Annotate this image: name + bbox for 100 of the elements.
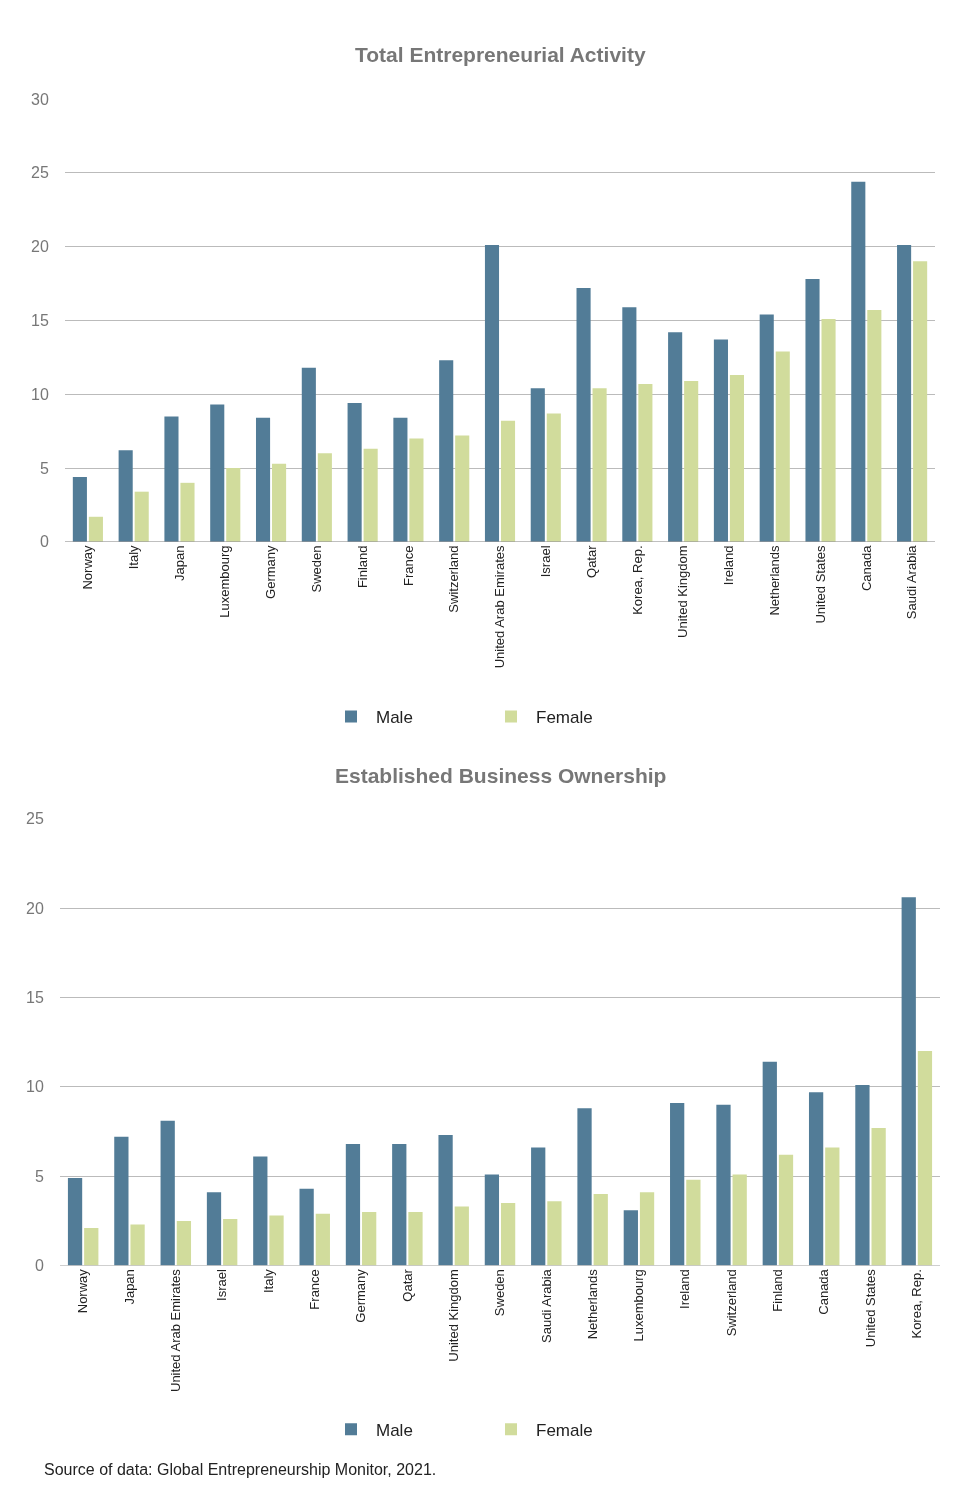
x-tick-label: Italy xyxy=(125,544,141,570)
bar xyxy=(917,1051,933,1266)
bar xyxy=(160,1120,175,1266)
bar xyxy=(546,413,561,542)
x-tick-label: Switzerland xyxy=(723,1269,739,1337)
bar xyxy=(713,339,728,542)
x-tick-label: Saudi Arabia xyxy=(538,1268,554,1343)
bar xyxy=(825,1147,840,1266)
bar xyxy=(130,1224,145,1266)
x-tick-label: Ireland xyxy=(677,1269,693,1309)
legend-label: Male xyxy=(376,1420,413,1440)
bar xyxy=(778,1154,794,1266)
bar xyxy=(88,516,103,542)
x-tick-label: Netherlands xyxy=(766,544,782,616)
bar xyxy=(530,388,545,542)
bar xyxy=(639,1192,655,1266)
bar xyxy=(821,318,836,542)
bar xyxy=(164,416,179,542)
bar xyxy=(901,897,916,1266)
bar xyxy=(409,438,424,542)
x-tick-label: Saudi Arabia xyxy=(904,544,920,620)
x-tick-label: United States xyxy=(862,1268,878,1348)
bar xyxy=(592,388,607,542)
bar xyxy=(484,1174,500,1266)
bar xyxy=(223,1219,238,1266)
bar xyxy=(392,1144,407,1266)
bar xyxy=(593,1194,608,1266)
bar xyxy=(347,403,362,542)
y-tick-label: 15 xyxy=(31,312,49,330)
x-tick-label: Finland xyxy=(770,1269,786,1312)
bar xyxy=(315,1213,330,1266)
chart-title: Total Entrepreneurial Activity xyxy=(355,43,646,66)
x-tick-label: Israel xyxy=(214,1269,230,1301)
y-tick-label: 20 xyxy=(26,899,44,917)
bar xyxy=(808,1092,824,1266)
bar xyxy=(253,1156,268,1266)
bar xyxy=(439,360,454,542)
x-tick-label: Canada xyxy=(816,1268,832,1315)
bar xyxy=(867,310,882,542)
legend-label: Female xyxy=(536,708,593,728)
bar xyxy=(72,476,87,542)
x-tick-label: Luxembourg xyxy=(631,1269,647,1342)
bar xyxy=(762,1061,777,1266)
y-tick-label: 10 xyxy=(26,1078,44,1096)
bar xyxy=(176,1220,192,1266)
bar xyxy=(871,1127,886,1266)
bar xyxy=(670,1102,685,1266)
bar xyxy=(269,1215,284,1266)
y-tick-label: 15 xyxy=(26,989,44,1007)
x-tick-label: Ireland xyxy=(721,545,737,586)
x-tick-label: Japan xyxy=(171,545,187,581)
x-tick-label: Qatar xyxy=(399,1268,415,1302)
x-tick-label: Sweden xyxy=(492,1269,508,1317)
chart-title: Established Business Ownership xyxy=(335,764,667,787)
bar xyxy=(577,1108,592,1266)
bar xyxy=(805,279,820,542)
bar xyxy=(855,1085,870,1266)
bar xyxy=(345,1144,361,1266)
bar xyxy=(118,450,133,542)
y-tick-label: 5 xyxy=(34,1167,44,1185)
bar xyxy=(455,435,470,542)
x-tick-label: Israel xyxy=(538,545,554,578)
bar xyxy=(180,482,195,542)
y-tick-label: 25 xyxy=(26,810,44,828)
legend-label: Female xyxy=(536,1420,593,1440)
x-tick-label: Finland xyxy=(354,545,370,589)
bar xyxy=(851,181,866,542)
x-tick-label: Qatar xyxy=(583,544,599,578)
x-tick-label: Sweden xyxy=(309,545,325,593)
x-tick-label: United States xyxy=(812,544,828,624)
y-tick-label: 0 xyxy=(39,533,49,551)
x-tick-label: Norway xyxy=(80,544,96,590)
x-tick-label: Luxembourg xyxy=(217,545,233,618)
bar xyxy=(272,463,287,542)
bar xyxy=(623,1210,638,1266)
bar xyxy=(484,245,500,542)
bar xyxy=(362,1211,377,1266)
bar xyxy=(438,1135,453,1266)
bar xyxy=(716,1104,731,1266)
bar xyxy=(897,245,912,542)
source-note: Source of data: Global Entrepreneurship Monitor, 2021. xyxy=(44,1461,437,1478)
bar xyxy=(576,287,591,542)
x-tick-label: Germany xyxy=(353,1268,369,1323)
bar xyxy=(732,1174,747,1266)
x-tick-label: Korea, Rep. xyxy=(909,1269,925,1339)
bar xyxy=(668,332,683,542)
bar xyxy=(500,1203,516,1266)
bar xyxy=(226,468,241,542)
y-tick-label: 20 xyxy=(31,238,49,256)
bar xyxy=(206,1192,222,1266)
x-tick-label: Italy xyxy=(260,1268,276,1294)
legend-label: Male xyxy=(376,708,413,728)
bar xyxy=(84,1228,99,1266)
bar xyxy=(531,1147,546,1266)
x-tick-label: Korea, Rep. xyxy=(629,545,645,615)
x-tick-label: Norway xyxy=(75,1268,91,1314)
bar xyxy=(67,1177,83,1266)
y-tick-label: 30 xyxy=(31,90,49,108)
bar xyxy=(622,307,637,542)
bar xyxy=(759,314,774,542)
